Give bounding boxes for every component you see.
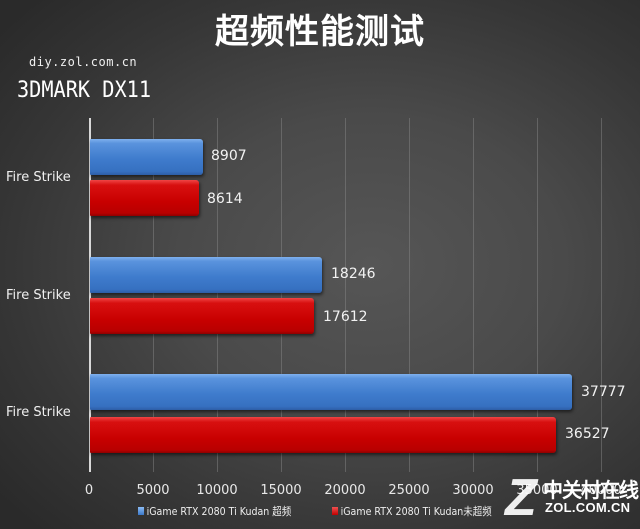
data-label: 8907 xyxy=(211,148,247,164)
bar-overclocked xyxy=(90,374,572,410)
gridline xyxy=(345,118,346,472)
category-label: Fire Strike xyxy=(6,170,71,185)
data-label: 18246 xyxy=(331,266,376,282)
legend-label: iGame RTX 2080 Ti Kudan 超频 xyxy=(146,505,292,518)
gridline xyxy=(409,118,410,472)
x-tick-label: 20000 xyxy=(324,483,366,498)
watermark-en: ZOL.COM.CN xyxy=(545,500,631,515)
x-tick-label: 10000 xyxy=(196,483,238,498)
category-label: Fire Strike xyxy=(6,288,71,303)
gridline xyxy=(537,118,538,472)
gridline xyxy=(281,118,282,472)
bar-stock xyxy=(90,180,199,216)
data-label: 8614 xyxy=(207,191,243,207)
bar-overclocked xyxy=(90,139,203,175)
bar-stock xyxy=(90,298,314,334)
x-tick-label: 0 xyxy=(84,483,94,498)
x-tick-label: 35000 xyxy=(516,483,558,498)
x-tick-label: 5000 xyxy=(136,483,170,498)
gridline xyxy=(153,118,154,472)
gridline xyxy=(473,118,474,472)
legend-swatch-blue xyxy=(138,507,145,515)
gridline xyxy=(601,118,602,472)
y-axis-line xyxy=(89,118,91,472)
data-label: 36527 xyxy=(565,426,610,442)
category-label: Fire Strike xyxy=(6,405,71,420)
bar-stock xyxy=(90,417,556,453)
legend-swatch-red xyxy=(332,507,339,515)
chart-subtitle: 3DMARK DX11 xyxy=(17,78,152,103)
data-label: 37777 xyxy=(581,384,626,400)
gridline xyxy=(217,118,218,472)
x-tick-label: 40000 xyxy=(580,483,622,498)
chart-title: 超频性能测试 xyxy=(215,12,425,52)
site-url: diy.zol.com.cn xyxy=(29,55,138,69)
legend-item-overclocked: iGame RTX 2080 Ti Kudan 超频 xyxy=(138,503,291,519)
watermark-cn: 中关村在线 xyxy=(543,478,639,502)
x-tick-label: 25000 xyxy=(388,483,430,498)
legend-label: iGame RTX 2080 Ti Kudan未超频 xyxy=(340,505,492,518)
legend-item-stock: iGame RTX 2080 Ti Kudan未超频 xyxy=(332,503,492,519)
bar-overclocked xyxy=(90,257,322,293)
zol-logo-icon: Z xyxy=(505,469,537,527)
zol-watermark: Z 中关村在线 ZOL.COM.CN xyxy=(505,472,640,527)
x-tick-label: 30000 xyxy=(452,483,494,498)
x-tick-label: 15000 xyxy=(260,483,302,498)
data-label: 17612 xyxy=(323,309,368,325)
